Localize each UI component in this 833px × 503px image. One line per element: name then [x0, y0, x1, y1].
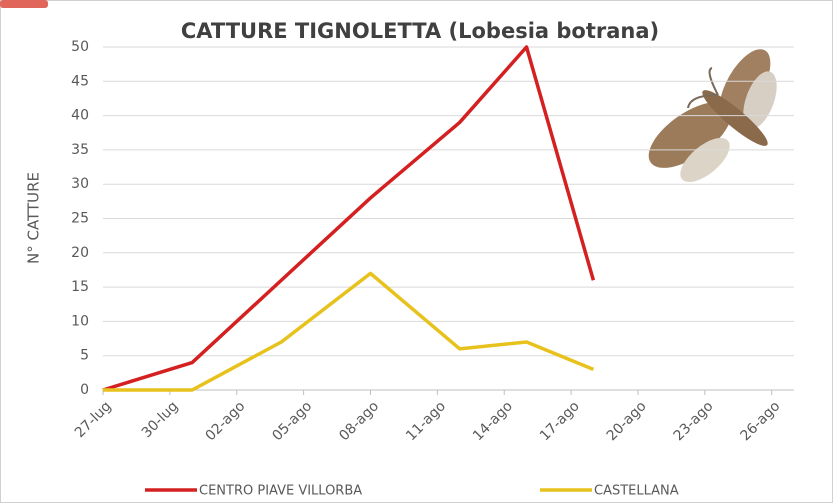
tab — [0, 0, 48, 8]
legend-label: CENTRO PIAVE VILLORBA — [199, 484, 362, 499]
y-tick-label: 5 — [80, 348, 89, 364]
y-tick-label: 45 — [71, 73, 89, 89]
y-tick-label: 30 — [71, 176, 89, 192]
chart-title: CATTURE TIGNOLETTA (Lobesia botrana) — [181, 19, 659, 43]
y-tick-label: 15 — [71, 279, 89, 295]
legend-label: CASTELLANA — [594, 484, 679, 499]
moth — [648, 49, 777, 183]
series-line — [103, 271, 595, 392]
y-tick-label: 35 — [71, 142, 89, 158]
y-tick-label: 50 — [71, 39, 89, 55]
y-tick-label: 10 — [71, 313, 89, 329]
y-tick-label: 20 — [71, 245, 89, 261]
y-tick-label: 25 — [71, 211, 89, 227]
y-tick-label: 0 — [80, 382, 89, 398]
series-line — [102, 45, 596, 392]
y-axis-label: N° CATTURE — [25, 172, 43, 264]
y-tick-label: 40 — [71, 108, 89, 124]
